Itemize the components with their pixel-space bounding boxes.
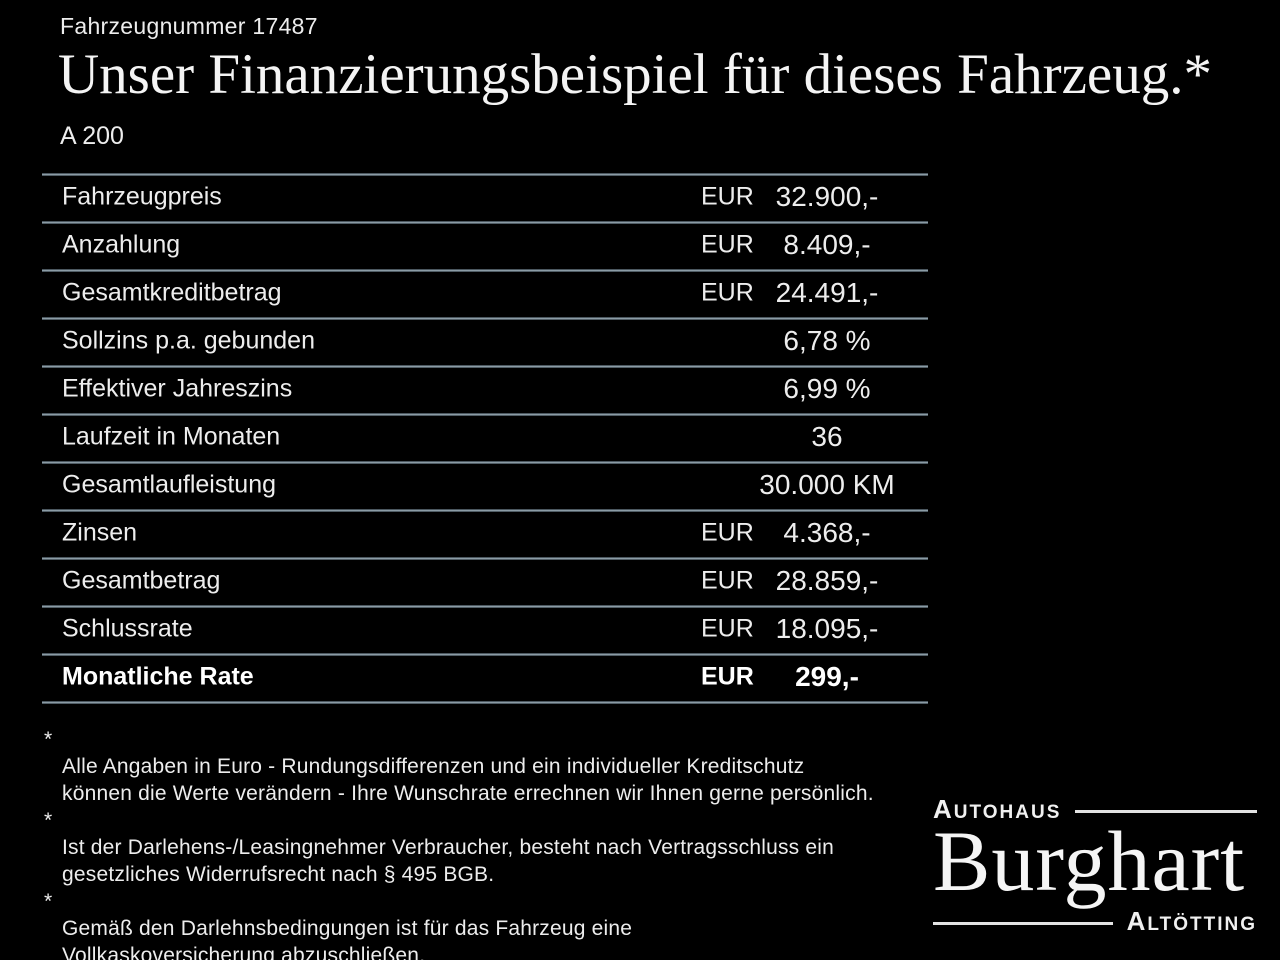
row-currency: EUR (701, 278, 754, 307)
vehicle-number: Fahrzeugnummer 17487 (60, 13, 318, 39)
row-value: 6,99 % (783, 373, 871, 404)
row-label: Gesamtkreditbetrag (62, 278, 282, 307)
row-currency: EUR (701, 662, 754, 691)
footnote-vollkasko: * Gemäß den Darlehnsbedingungen ist für d… (44, 888, 964, 960)
logo-dealer-name: Burghart (933, 813, 1246, 909)
row-currency: EUR (701, 614, 754, 643)
row-value: 6,78 % (783, 325, 871, 356)
row-value: 8.409,- (783, 229, 871, 260)
table-row-laufzeit: Laufzeit in Monaten 36 (42, 413, 928, 461)
row-value: 4.368,- (783, 517, 871, 548)
row-value: 18.095,- (775, 613, 879, 644)
page-title: Unser Finanzierungsbeispiel für dieses F… (58, 43, 1212, 106)
logo-bottom-row: ALTÖTTING (933, 906, 1257, 936)
footnotes: * Alle Angaben in Euro - Rundungsdifferen… (44, 726, 964, 960)
row-value: 36 (811, 421, 843, 452)
vehicle-model: A 200 (60, 122, 124, 150)
table-row-schlussrate: Schlussrate EUR 18.095,- (42, 605, 928, 653)
table-row-gesamtkreditbetrag: Gesamtkreditbetrag EUR 24.491,- (42, 269, 928, 317)
footnote-marker: * (44, 809, 53, 832)
logo-city-label: ALTÖTTING (1126, 906, 1257, 936)
row-currency: EUR (701, 230, 754, 259)
row-label: Monatliche Rate (62, 662, 254, 691)
footnote-text: Ist der Darlehens-/Leasingnehmer Verbrau… (62, 836, 835, 886)
footnote-marker: * (44, 728, 53, 751)
row-label: Anzahlung (62, 230, 181, 259)
row-value: 299,- (795, 661, 859, 692)
row-currency: EUR (701, 566, 754, 595)
table-row-monatliche-rate: Monatliche Rate EUR 299,- (42, 653, 928, 701)
row-label: Fahrzeugpreis (62, 182, 222, 211)
row-label: Laufzeit in Monaten (62, 422, 281, 451)
table-row-anzahlung: Anzahlung EUR 8.409,- (42, 221, 928, 269)
row-value: 30.000 KM (759, 469, 895, 500)
row-value: 32.900,- (775, 181, 879, 212)
row-value: 28.859,- (775, 565, 879, 596)
footnote-widerrufsrecht: * Ist der Darlehens-/Leasingnehmer Verbra… (44, 807, 964, 888)
row-label: Gesamtlaufleistung (62, 470, 277, 499)
row-label: Sollzins p.a. gebunden (62, 326, 315, 355)
table-row-gesamtlaufleistung: Gesamtlaufleistung 30.000 KM (42, 461, 928, 509)
table-row-zinsen: Zinsen EUR 4.368,- (42, 509, 928, 557)
row-currency: EUR (701, 518, 754, 547)
table-row-sollzins: Sollzins p.a. gebunden 6,78 % (42, 317, 928, 365)
footnote-marker: * (44, 890, 53, 913)
logo-top-rule (1075, 809, 1257, 813)
row-label: Gesamtbetrag (62, 566, 221, 595)
logo-bottom-rule (933, 921, 1113, 925)
row-currency: EUR (701, 182, 754, 211)
logo-top-row: AUTOHAUS (933, 794, 1257, 824)
table-row-fahrzeugpreis: Fahrzeugpreis EUR 32.900,- (42, 173, 928, 221)
row-label: Effektiver Jahreszins (62, 374, 293, 403)
row-value: 24.491,- (775, 277, 879, 308)
financing-table: Fahrzeugpreis EUR 32.900,- Anzahlung EUR… (42, 173, 928, 704)
row-label: Zinsen (62, 518, 138, 547)
footnote-rounding: * Alle Angaben in Euro - Rundungsdifferen… (44, 726, 964, 807)
dealer-logo: AUTOHAUS Burghart ALTÖTTING (933, 794, 1257, 940)
logo-autohaus-label: AUTOHAUS (933, 794, 1062, 824)
row-label: Schlussrate (62, 614, 193, 643)
table-row-gesamtbetrag: Gesamtbetrag EUR 28.859,- (42, 557, 928, 605)
footnote-text: Alle Angaben in Euro - Rundungsdifferenz… (62, 755, 874, 805)
table-row-effektiver-jahreszins: Effektiver Jahreszins 6,99 % (42, 365, 928, 413)
footnote-text: Gemäß den Darlehnsbedingungen ist für da… (62, 917, 633, 960)
